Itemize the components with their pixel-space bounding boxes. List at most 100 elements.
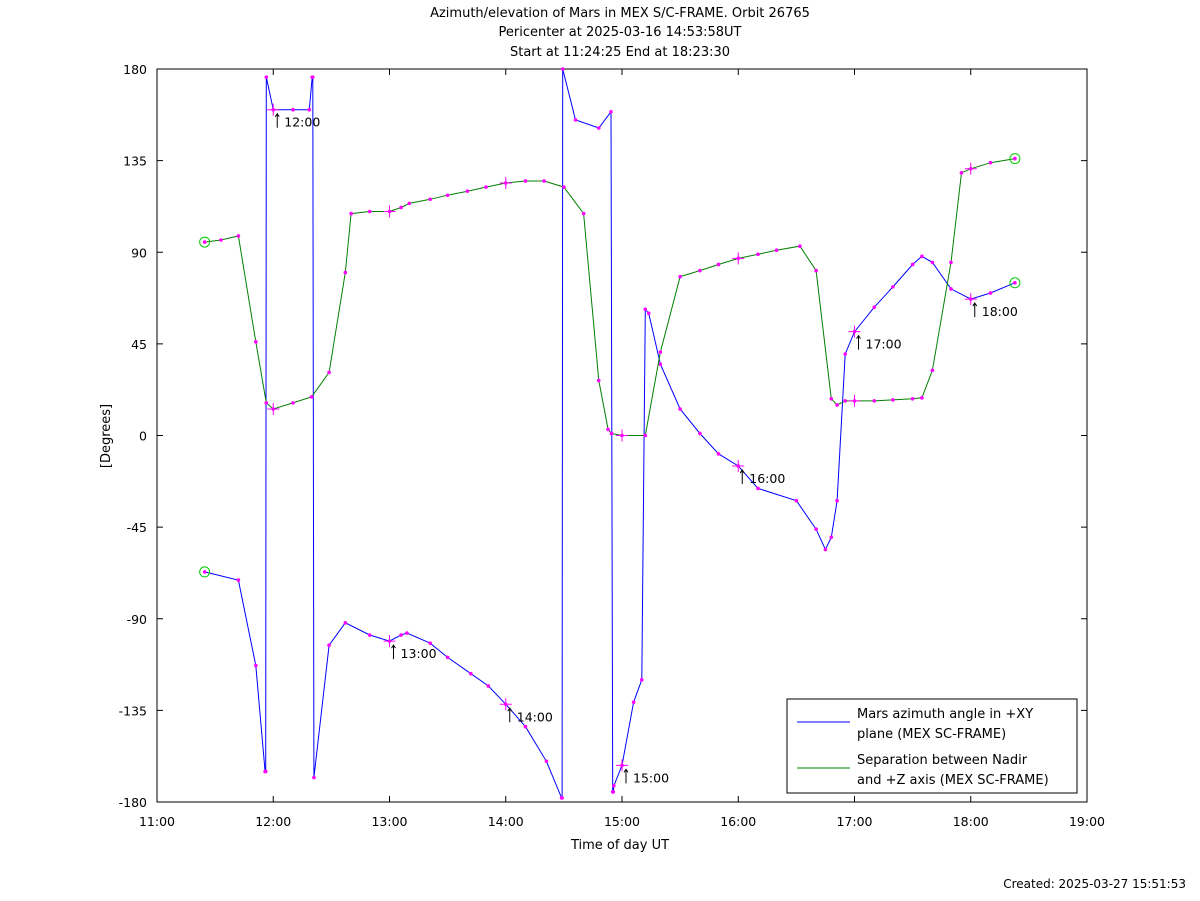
data-point <box>658 350 663 354</box>
x-tick-label: 12:00 <box>255 814 291 829</box>
data-point <box>327 370 331 375</box>
data-point <box>465 189 470 193</box>
data-point <box>843 399 847 403</box>
time-mark-leader <box>972 302 978 318</box>
data-point <box>581 211 586 216</box>
data-point <box>814 527 818 531</box>
data-point <box>405 631 409 635</box>
legend-label: plane (MEX SC-FRAME) <box>857 727 1006 742</box>
y-tick-label: 135 <box>123 154 147 169</box>
legend-label: and +Z axis (MEX SC-FRAME) <box>857 773 1049 788</box>
data-point <box>291 401 295 405</box>
data-point <box>891 398 895 402</box>
hour-marker <box>267 403 280 416</box>
data-point <box>523 724 528 729</box>
data-point <box>310 75 315 79</box>
data-point <box>698 431 702 436</box>
data-point <box>596 378 601 383</box>
data-point <box>835 403 839 407</box>
data-point <box>609 431 614 436</box>
data-point <box>263 769 268 774</box>
title-line-2: Pericenter at 2025-03-16 14:53:58UT <box>498 25 741 40</box>
data-point <box>930 368 935 373</box>
data-point <box>523 179 528 183</box>
plot-series <box>199 67 1021 800</box>
axes: 11:00 12:00 13:00 14:00 15:00 16:00 17:00 18:00… <box>119 62 1105 829</box>
hour-marker <box>732 252 745 265</box>
x-tick-label: 19:00 <box>1069 814 1105 829</box>
data-point <box>254 340 258 344</box>
data-point <box>829 397 834 401</box>
data-point <box>872 305 877 310</box>
x-tick-label: 17:00 <box>836 814 872 829</box>
data-point <box>631 700 636 705</box>
data-point <box>611 790 616 794</box>
data-point <box>312 775 316 780</box>
data-point <box>573 118 578 122</box>
endpoint-marker <box>199 566 211 578</box>
data-point <box>343 270 348 275</box>
y-tick-label: -135 <box>119 703 147 718</box>
series-line-1 <box>204 158 1015 436</box>
data-point <box>872 399 877 403</box>
hour-marker <box>499 177 512 190</box>
data-point <box>596 126 601 130</box>
data-point <box>327 643 331 648</box>
data-point <box>891 285 895 289</box>
data-point <box>774 248 779 253</box>
data-point <box>756 486 760 491</box>
data-point <box>910 262 915 267</box>
data-point <box>949 260 953 265</box>
data-point <box>1013 280 1017 285</box>
hour-marker <box>964 162 977 175</box>
data-point <box>609 109 613 114</box>
x-tick-label: 14:00 <box>488 814 524 829</box>
data-point <box>829 535 834 540</box>
time-mark-leader <box>856 334 861 350</box>
data-point <box>407 201 412 206</box>
data-point <box>428 197 432 202</box>
hour-marker <box>848 325 861 338</box>
data-point <box>698 268 702 273</box>
data-point <box>814 268 818 273</box>
time-mark-label: 16:00 <box>749 471 785 486</box>
data-point <box>639 678 644 682</box>
y-tick-label: 0 <box>139 429 147 444</box>
data-point <box>612 783 616 788</box>
data-point <box>486 684 491 688</box>
data-point <box>469 671 473 676</box>
data-point <box>254 663 258 668</box>
title-line-1: Azimuth/elevation of Mars in MEX S/C-FRA… <box>430 6 810 21</box>
time-mark-leader <box>274 112 280 128</box>
data-point <box>307 107 312 112</box>
data-point <box>202 570 207 574</box>
data-point <box>606 427 610 432</box>
data-point <box>264 75 269 79</box>
data-point <box>678 274 682 279</box>
time-mark-label: 13:00 <box>401 646 437 661</box>
data-point <box>716 262 721 267</box>
data-point <box>399 633 403 637</box>
data-point <box>988 291 993 295</box>
hour-marker <box>383 635 396 648</box>
time-mark-leader <box>391 644 396 660</box>
legend-label: Separation between Nadir <box>857 753 1028 768</box>
data-point <box>544 759 549 764</box>
data-point <box>930 260 935 265</box>
endpoint-marker <box>1009 153 1021 165</box>
y-tick-label: 45 <box>131 337 147 352</box>
x-tick-label: 15:00 <box>604 814 640 829</box>
data-point <box>643 433 648 438</box>
data-point <box>202 240 207 244</box>
x-tick-label: 11:00 <box>139 814 175 829</box>
y-tick-label: -45 <box>127 520 147 535</box>
hour-marker <box>616 759 628 772</box>
data-point <box>920 254 924 259</box>
data-point <box>562 185 566 189</box>
legend: Mars azimuth angle in +XY plane (MEX SC-F… <box>786 698 1078 794</box>
y-axis-label: [Degrees] <box>99 404 114 468</box>
data-point <box>949 287 953 291</box>
data-point <box>367 209 372 214</box>
data-point <box>236 578 241 582</box>
data-point <box>678 407 682 411</box>
